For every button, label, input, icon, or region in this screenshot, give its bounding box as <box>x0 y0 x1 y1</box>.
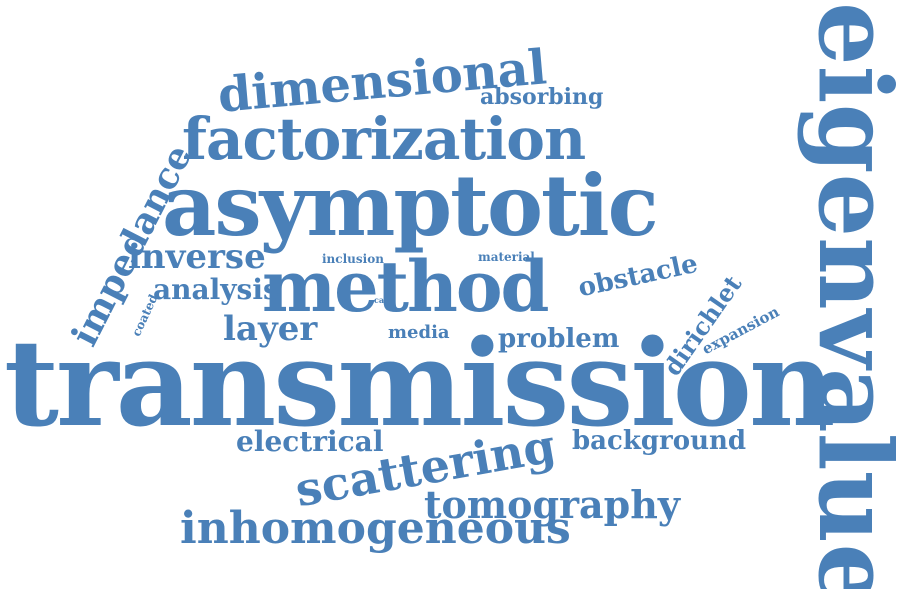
word-inhomogeneous: inhomogeneous <box>180 503 571 554</box>
word-method: method <box>262 245 549 328</box>
word-eigenvalue: eigenvalue <box>796 2 900 589</box>
word-asymptotic: asymptotic <box>162 156 659 255</box>
word-media: media <box>388 322 450 343</box>
word-tomography: tomography <box>424 482 680 527</box>
word-problem: problem <box>498 324 620 354</box>
word-analysis: analysis <box>153 273 279 306</box>
word-obstacle: obstacle <box>575 248 701 304</box>
word-transmission: transmission <box>4 314 835 454</box>
word-layer: layer <box>223 309 318 349</box>
word-absorbing: absorbing <box>480 84 604 110</box>
word-material: material <box>478 250 535 264</box>
word-electrical: electrical <box>236 425 384 458</box>
word-case: case <box>374 295 394 305</box>
word-factorization: factorization <box>182 105 586 173</box>
word-inverse: inverse <box>128 237 266 277</box>
word-inclusion: inclusion <box>322 252 384 266</box>
word-background: background <box>572 426 747 456</box>
